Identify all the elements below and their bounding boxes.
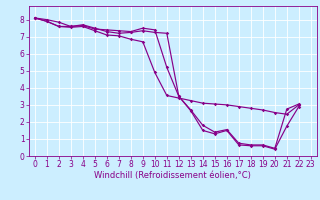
X-axis label: Windchill (Refroidissement éolien,°C): Windchill (Refroidissement éolien,°C) — [94, 171, 251, 180]
